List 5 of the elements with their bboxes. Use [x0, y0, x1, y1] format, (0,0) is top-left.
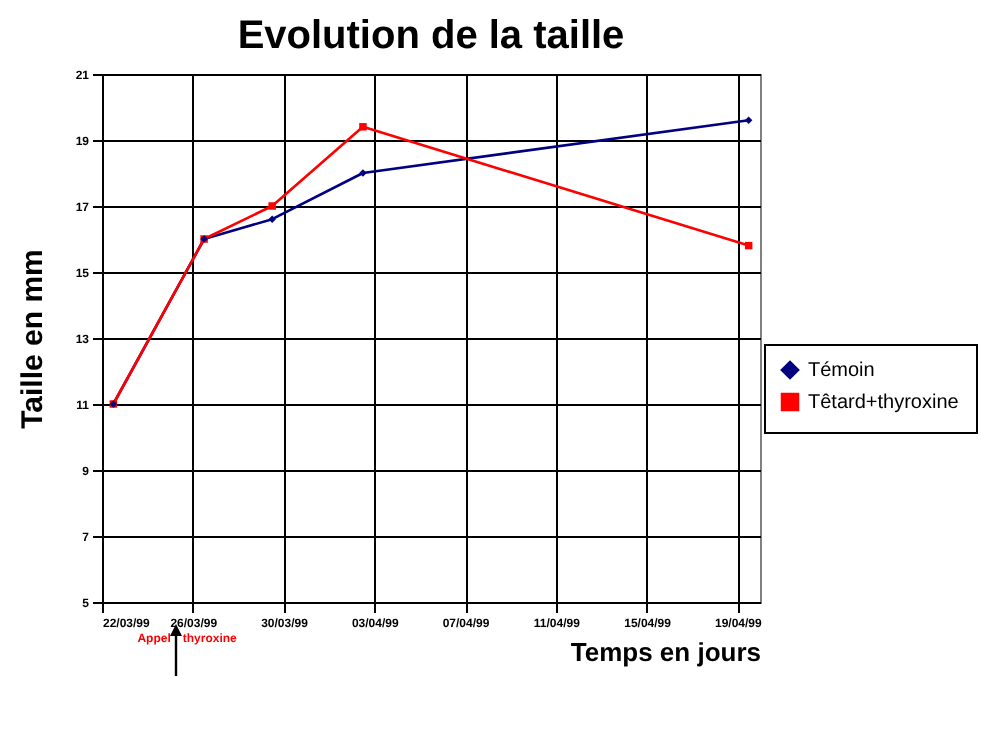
- x-axis-title: Temps en jours: [570, 637, 761, 667]
- y-axis-title: Taille en mm: [15, 249, 50, 429]
- chart-title: Evolution de la taille: [237, 14, 625, 58]
- legend-label: Témoin: [808, 360, 875, 382]
- legend-label: Têtard+thyroxine: [808, 392, 960, 414]
